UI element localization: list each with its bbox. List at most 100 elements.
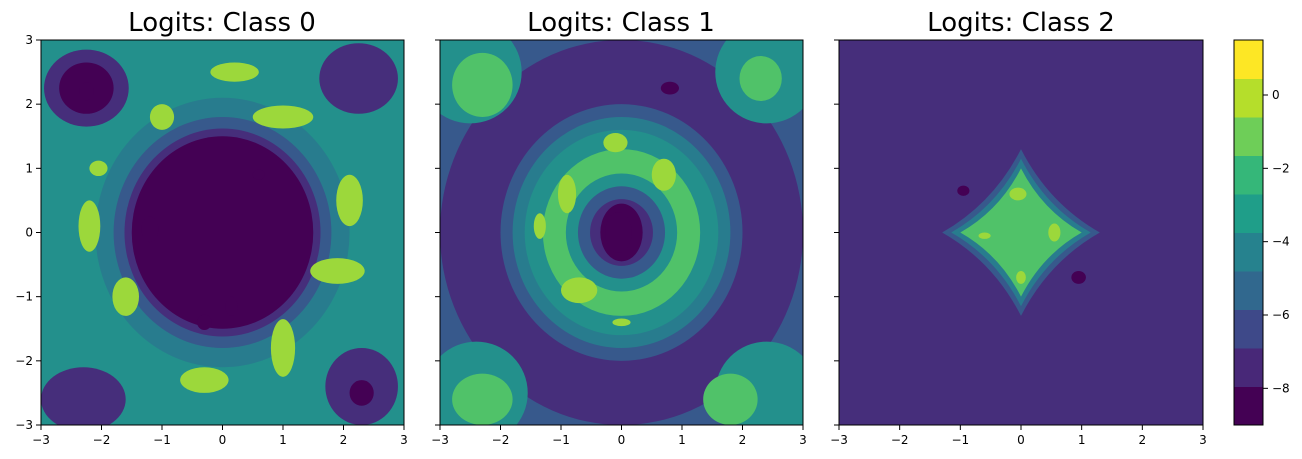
contour-region [112, 277, 140, 316]
colorbar-tick-label: −8 [1272, 381, 1290, 395]
colorbar-tick-label: 0 [1272, 88, 1280, 102]
x-tick-label: −1 [951, 433, 969, 447]
contour-region [612, 318, 631, 327]
contour-region [603, 133, 628, 153]
colorbar-tick-label: −4 [1272, 235, 1290, 249]
contour-plot [440, 40, 803, 425]
x-tick-label: −2 [891, 433, 909, 447]
y-tick-label: 0 [25, 226, 33, 240]
contour-region [533, 213, 546, 239]
colorbar-tick-label: −6 [1272, 308, 1290, 322]
contour-region [89, 160, 108, 177]
x-tick-label: 3 [799, 433, 807, 447]
contour-region [1048, 223, 1061, 242]
x-axis: −3 −2 −1 0 1 2 3 [32, 425, 408, 447]
contour-region [739, 56, 782, 101]
y-axis: −3 −2 −1 0 1 2 3 [15, 33, 41, 432]
y-axis [834, 39, 839, 426]
x-tick-label: −3 [830, 433, 848, 447]
contour-region [210, 62, 259, 82]
contour-region [225, 296, 238, 316]
contour-region [960, 168, 1082, 297]
contour-plot [41, 40, 404, 425]
colorbar-axis: 0 −2 −4 −6 −8 [1263, 88, 1290, 395]
x-tick-label: 1 [1078, 433, 1086, 447]
panel-title: Logits: Class 2 [927, 8, 1115, 38]
y-tick-label: 3 [25, 33, 33, 47]
x-axis: −3 −2 −1 0 1 2 3 [830, 425, 1207, 447]
contour-region [651, 158, 676, 191]
contour-region [270, 319, 296, 377]
contour-region [561, 277, 598, 304]
x-tick-label: −1 [153, 433, 171, 447]
panel-title: Logits: Class 1 [527, 8, 715, 38]
contour-region [149, 104, 175, 130]
x-tick-label: −2 [93, 433, 111, 447]
x-tick-label: 1 [678, 433, 686, 447]
contour-region [78, 200, 101, 252]
panel-class-2: Logits: Class 2 −3 −2 −1 0 1 2 3 [830, 8, 1207, 447]
x-tick-label: 0 [618, 433, 626, 447]
x-tick-label: 0 [1017, 433, 1025, 447]
colorbar-band [1234, 348, 1263, 387]
colorbar-band [1234, 232, 1263, 272]
contour-region [1009, 187, 1027, 201]
x-tick-label: −3 [32, 433, 50, 447]
x-tick-label: −3 [431, 433, 449, 447]
x-tick-label: 2 [340, 433, 348, 447]
contour-region [141, 216, 159, 243]
colorbar-band [1234, 78, 1263, 118]
colorbar-band [1234, 271, 1263, 310]
contour-region [605, 211, 632, 254]
contour-region [452, 52, 513, 118]
x-tick-label: 2 [1139, 433, 1147, 447]
x-tick-label: 0 [219, 433, 227, 447]
contour-region [319, 43, 398, 114]
panel-title: Logits: Class 0 [128, 8, 316, 38]
panel-class-0: Logits: Class 0 −3 −2 −1 0 1 2 3 −3 −2 −1 0 1 2 3 [15, 8, 408, 447]
contour-region [557, 174, 577, 214]
colorbar-band [1234, 386, 1263, 426]
contour-region [703, 373, 758, 425]
contour-region [957, 185, 970, 196]
colorbar-tick-label: −2 [1272, 161, 1290, 175]
x-tick-label: 2 [739, 433, 747, 447]
contour-region [1071, 271, 1086, 284]
contour-region [336, 174, 363, 227]
contour-region [180, 367, 229, 393]
colorbar-frame [1233, 39, 1264, 426]
y-tick-label: −2 [15, 354, 33, 368]
contour-region [310, 258, 365, 284]
contour-region [1016, 271, 1026, 284]
contour-region [197, 314, 212, 331]
colorbar-band [1234, 40, 1263, 79]
contour-region [978, 232, 991, 239]
colorbar-band [1234, 155, 1263, 195]
contour-plot [839, 40, 1203, 425]
colorbar: 0 −2 −4 −6 −8 [1233, 39, 1290, 426]
y-tick-label: −1 [15, 290, 33, 304]
x-tick-label: 1 [279, 433, 287, 447]
x-tick-label: −2 [492, 433, 510, 447]
x-tick-label: 3 [1199, 433, 1207, 447]
panel-class-1: Logits: Class 1 −3 −2 −1 0 1 2 3 [431, 8, 807, 447]
x-axis: −3 −2 −1 0 1 2 3 [431, 425, 807, 447]
contour-region [660, 81, 679, 95]
colorbar-band [1234, 117, 1263, 156]
contour-region [452, 373, 513, 425]
contour-region [131, 136, 314, 329]
colorbar-band [1234, 194, 1263, 233]
y-tick-label: −3 [15, 418, 33, 432]
y-tick-label: 1 [25, 161, 33, 175]
y-axis [435, 39, 440, 426]
contour-region [252, 105, 314, 129]
x-tick-label: 3 [400, 433, 408, 447]
contour-region [79, 82, 94, 101]
contour-region [349, 380, 374, 406]
colorbar-band [1234, 309, 1263, 349]
contour-region [252, 169, 265, 180]
colorbar-bands [1234, 40, 1263, 426]
y-tick-label: 2 [25, 97, 33, 111]
contour-region [41, 367, 126, 425]
